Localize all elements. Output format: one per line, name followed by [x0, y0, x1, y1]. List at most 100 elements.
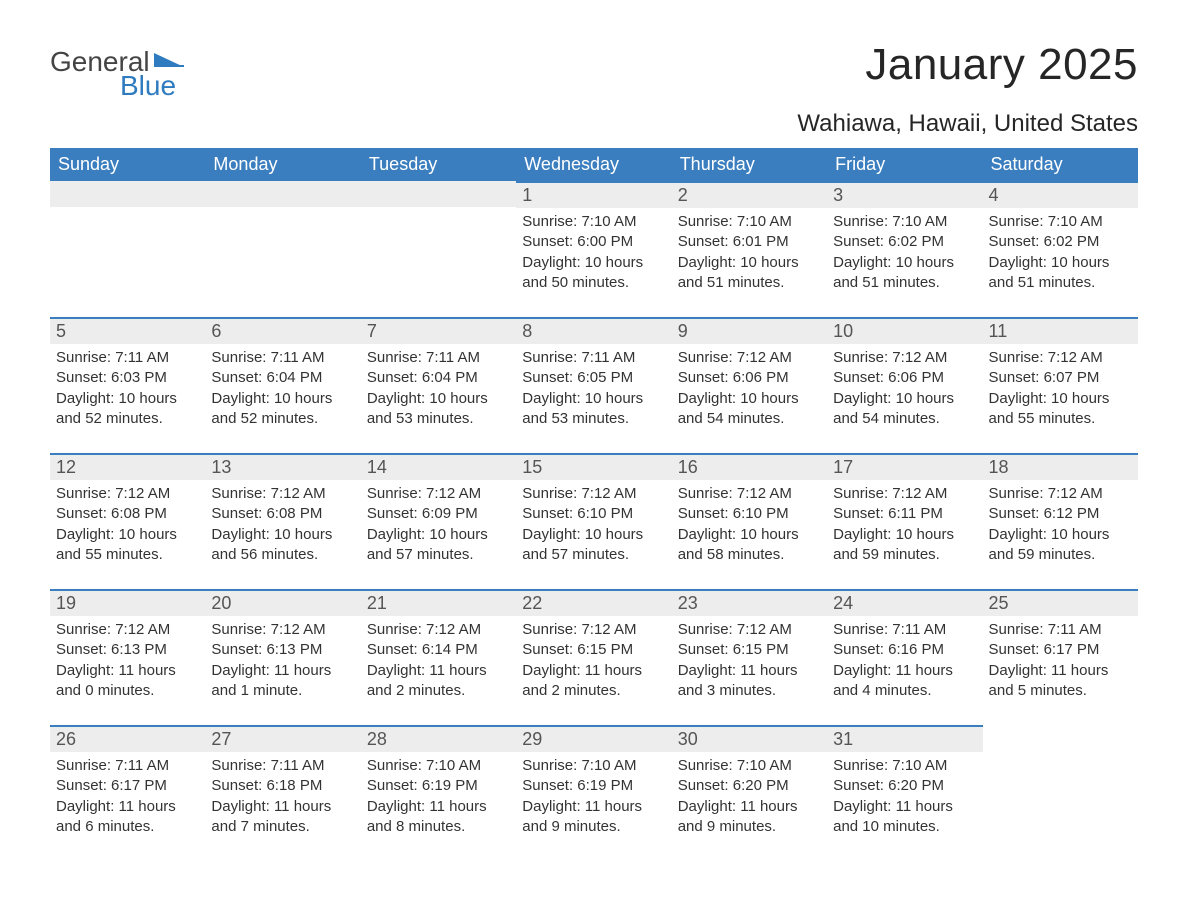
day-details: Sunrise: 7:10 AMSunset: 6:19 PMDaylight:…: [516, 752, 671, 843]
day-details: Sunrise: 7:12 AMSunset: 6:10 PMDaylight:…: [516, 480, 671, 571]
sunrise-text: Sunrise: 7:12 AM: [989, 484, 1132, 504]
calendar-cell: 15Sunrise: 7:12 AMSunset: 6:10 PMDayligh…: [516, 453, 671, 589]
day-number: 3: [827, 181, 982, 208]
day-details: Sunrise: 7:12 AMSunset: 6:11 PMDaylight:…: [827, 480, 982, 571]
calendar-cell: 21Sunrise: 7:12 AMSunset: 6:14 PMDayligh…: [361, 589, 516, 725]
day-details: Sunrise: 7:11 AMSunset: 6:17 PMDaylight:…: [50, 752, 205, 843]
logo-text-2: Blue: [120, 72, 176, 100]
day-number: 27: [205, 725, 360, 752]
sunset-text: Sunset: 6:07 PM: [989, 368, 1132, 388]
sunset-text: Sunset: 6:15 PM: [678, 640, 821, 660]
sunset-text: Sunset: 6:04 PM: [367, 368, 510, 388]
daylight-text: Daylight: 10 hours and 59 minutes.: [833, 525, 976, 566]
day-details: Sunrise: 7:12 AMSunset: 6:06 PMDaylight:…: [827, 344, 982, 435]
daylight-text: Daylight: 11 hours and 4 minutes.: [833, 661, 976, 702]
sunset-text: Sunset: 6:20 PM: [678, 776, 821, 796]
calendar-cell: 19Sunrise: 7:12 AMSunset: 6:13 PMDayligh…: [50, 589, 205, 725]
sunset-text: Sunset: 6:06 PM: [678, 368, 821, 388]
daylight-text: Daylight: 11 hours and 3 minutes.: [678, 661, 821, 702]
sunrise-text: Sunrise: 7:10 AM: [367, 756, 510, 776]
daylight-text: Daylight: 10 hours and 59 minutes.: [989, 525, 1132, 566]
sunset-text: Sunset: 6:17 PM: [56, 776, 199, 796]
day-details: Sunrise: 7:12 AMSunset: 6:06 PMDaylight:…: [672, 344, 827, 435]
day-number: 14: [361, 453, 516, 480]
sunrise-text: Sunrise: 7:12 AM: [678, 484, 821, 504]
daylight-text: Daylight: 10 hours and 58 minutes.: [678, 525, 821, 566]
calendar-cell: 6Sunrise: 7:11 AMSunset: 6:04 PMDaylight…: [205, 317, 360, 453]
daylight-text: Daylight: 10 hours and 52 minutes.: [56, 389, 199, 430]
day-number: 4: [983, 181, 1138, 208]
calendar-cell: 13Sunrise: 7:12 AMSunset: 6:08 PMDayligh…: [205, 453, 360, 589]
sunset-text: Sunset: 6:19 PM: [367, 776, 510, 796]
daylight-text: Daylight: 10 hours and 50 minutes.: [522, 253, 665, 294]
calendar-cell: 22Sunrise: 7:12 AMSunset: 6:15 PMDayligh…: [516, 589, 671, 725]
calendar-cell: 1Sunrise: 7:10 AMSunset: 6:00 PMDaylight…: [516, 181, 671, 317]
daylight-text: Daylight: 11 hours and 9 minutes.: [678, 797, 821, 838]
daylight-text: Daylight: 10 hours and 54 minutes.: [678, 389, 821, 430]
calendar-cell: 23Sunrise: 7:12 AMSunset: 6:15 PMDayligh…: [672, 589, 827, 725]
daylight-text: Daylight: 10 hours and 57 minutes.: [522, 525, 665, 566]
logo-flag-icon: [154, 44, 184, 72]
calendar-cell: 20Sunrise: 7:12 AMSunset: 6:13 PMDayligh…: [205, 589, 360, 725]
calendar-week-row: 12Sunrise: 7:12 AMSunset: 6:08 PMDayligh…: [50, 453, 1138, 589]
day-number: 16: [672, 453, 827, 480]
day-details: Sunrise: 7:12 AMSunset: 6:13 PMDaylight:…: [205, 616, 360, 707]
sunrise-text: Sunrise: 7:10 AM: [522, 212, 665, 232]
sunset-text: Sunset: 6:18 PM: [211, 776, 354, 796]
weekday-header: Saturday: [983, 148, 1138, 181]
calendar-week-row: 26Sunrise: 7:11 AMSunset: 6:17 PMDayligh…: [50, 725, 1138, 861]
day-details: Sunrise: 7:12 AMSunset: 6:08 PMDaylight:…: [205, 480, 360, 571]
calendar-cell: 11Sunrise: 7:12 AMSunset: 6:07 PMDayligh…: [983, 317, 1138, 453]
sunrise-text: Sunrise: 7:11 AM: [211, 348, 354, 368]
day-details: Sunrise: 7:10 AMSunset: 6:00 PMDaylight:…: [516, 208, 671, 299]
sunset-text: Sunset: 6:15 PM: [522, 640, 665, 660]
sunset-text: Sunset: 6:03 PM: [56, 368, 199, 388]
day-number: 15: [516, 453, 671, 480]
sunrise-text: Sunrise: 7:12 AM: [678, 620, 821, 640]
sunrise-text: Sunrise: 7:12 AM: [833, 348, 976, 368]
daylight-text: Daylight: 11 hours and 6 minutes.: [56, 797, 199, 838]
calendar-cell: [205, 181, 360, 317]
sunset-text: Sunset: 6:17 PM: [989, 640, 1132, 660]
day-details: Sunrise: 7:11 AMSunset: 6:03 PMDaylight:…: [50, 344, 205, 435]
sunrise-text: Sunrise: 7:12 AM: [367, 620, 510, 640]
sunrise-text: Sunrise: 7:10 AM: [989, 212, 1132, 232]
sunrise-text: Sunrise: 7:12 AM: [989, 348, 1132, 368]
day-details: Sunrise: 7:10 AMSunset: 6:02 PMDaylight:…: [827, 208, 982, 299]
daylight-text: Daylight: 10 hours and 53 minutes.: [522, 389, 665, 430]
daylight-text: Daylight: 11 hours and 8 minutes.: [367, 797, 510, 838]
weekday-header: Tuesday: [361, 148, 516, 181]
daylight-text: Daylight: 11 hours and 2 minutes.: [367, 661, 510, 702]
sunset-text: Sunset: 6:08 PM: [56, 504, 199, 524]
day-details: Sunrise: 7:10 AMSunset: 6:02 PMDaylight:…: [983, 208, 1138, 299]
day-details: Sunrise: 7:11 AMSunset: 6:04 PMDaylight:…: [361, 344, 516, 435]
daylight-text: Daylight: 10 hours and 55 minutes.: [989, 389, 1132, 430]
calendar-body: 1Sunrise: 7:10 AMSunset: 6:00 PMDaylight…: [50, 181, 1138, 861]
day-details: Sunrise: 7:12 AMSunset: 6:13 PMDaylight:…: [50, 616, 205, 707]
calendar-cell: 16Sunrise: 7:12 AMSunset: 6:10 PMDayligh…: [672, 453, 827, 589]
day-number: 6: [205, 317, 360, 344]
day-number: 12: [50, 453, 205, 480]
day-number: 7: [361, 317, 516, 344]
sunrise-text: Sunrise: 7:10 AM: [522, 756, 665, 776]
page-header: General Blue January 2025: [50, 40, 1138, 100]
sunrise-text: Sunrise: 7:11 AM: [522, 348, 665, 368]
sunset-text: Sunset: 6:00 PM: [522, 232, 665, 252]
weekday-header: Friday: [827, 148, 982, 181]
day-details: Sunrise: 7:12 AMSunset: 6:15 PMDaylight:…: [516, 616, 671, 707]
day-number: 21: [361, 589, 516, 616]
daylight-text: Daylight: 10 hours and 52 minutes.: [211, 389, 354, 430]
day-details: Sunrise: 7:10 AMSunset: 6:20 PMDaylight:…: [672, 752, 827, 843]
sunset-text: Sunset: 6:20 PM: [833, 776, 976, 796]
sunset-text: Sunset: 6:13 PM: [56, 640, 199, 660]
day-number: 20: [205, 589, 360, 616]
daylight-text: Daylight: 11 hours and 5 minutes.: [989, 661, 1132, 702]
sunrise-text: Sunrise: 7:10 AM: [833, 212, 976, 232]
day-details: Sunrise: 7:11 AMSunset: 6:16 PMDaylight:…: [827, 616, 982, 707]
weekday-header-row: SundayMondayTuesdayWednesdayThursdayFrid…: [50, 148, 1138, 181]
day-details: Sunrise: 7:12 AMSunset: 6:07 PMDaylight:…: [983, 344, 1138, 435]
sunrise-text: Sunrise: 7:11 AM: [833, 620, 976, 640]
day-details: Sunrise: 7:11 AMSunset: 6:04 PMDaylight:…: [205, 344, 360, 435]
day-details: Sunrise: 7:12 AMSunset: 6:10 PMDaylight:…: [672, 480, 827, 571]
day-details: Sunrise: 7:12 AMSunset: 6:09 PMDaylight:…: [361, 480, 516, 571]
